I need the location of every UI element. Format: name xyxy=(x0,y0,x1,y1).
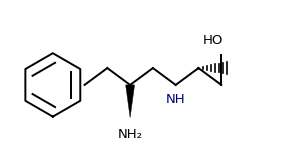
Polygon shape xyxy=(126,85,135,118)
Text: NH: NH xyxy=(166,93,186,106)
Text: HO: HO xyxy=(203,34,223,47)
Text: NH₂: NH₂ xyxy=(118,128,142,141)
